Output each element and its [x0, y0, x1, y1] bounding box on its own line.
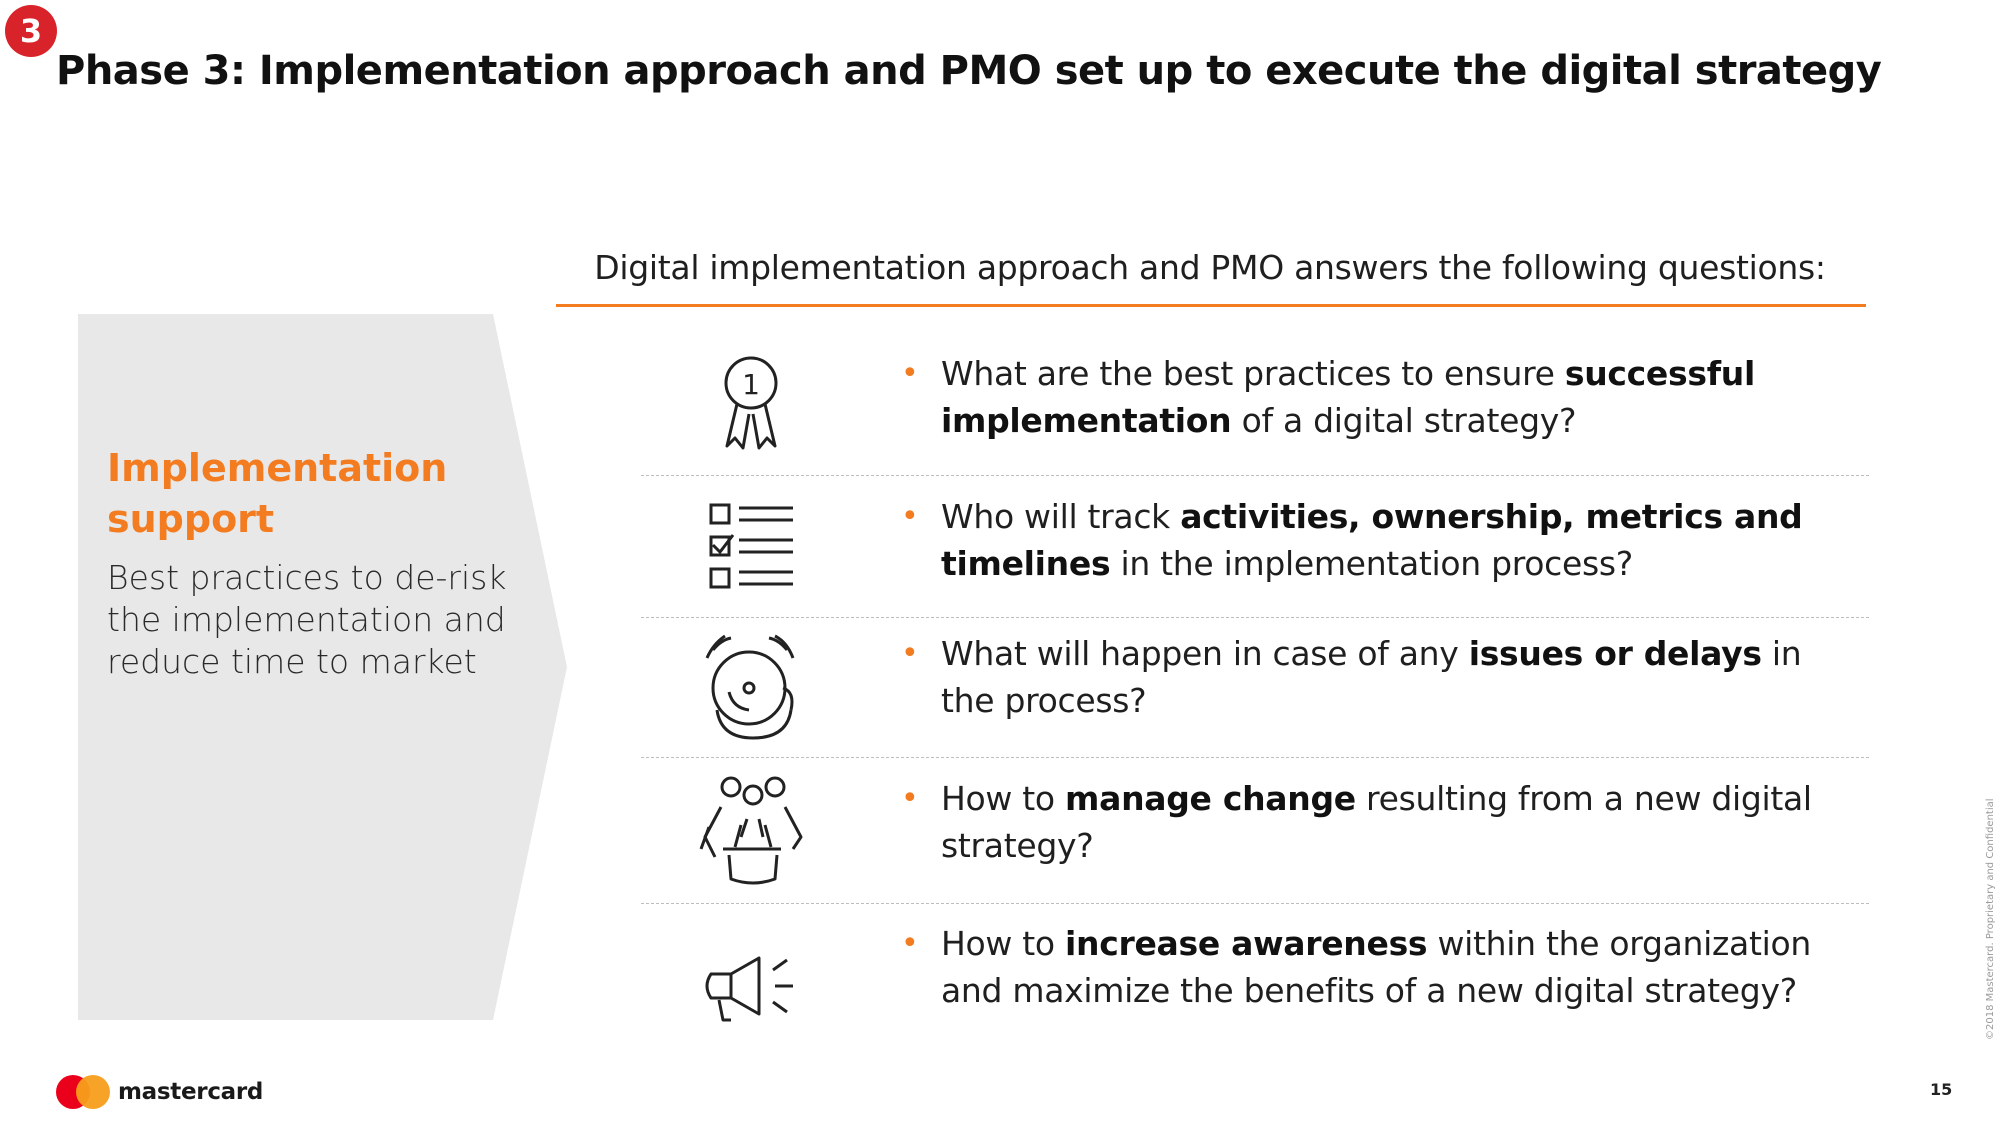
page-title: Phase 3: Implementation approach and PMO… [56, 48, 1882, 94]
mastercard-circles-icon [56, 1075, 110, 1109]
section-number-badge: 3 [5, 5, 57, 57]
left-panel-heading: Implementation support [107, 446, 448, 541]
row-divider [641, 903, 1869, 904]
panel-arrow-shape [78, 314, 567, 1020]
bullet: • [901, 356, 919, 391]
q5-part-2: increase awareness [1065, 924, 1428, 963]
q4-part-1: How to [941, 779, 1066, 818]
copyright-notice: ©2018 Mastercard. Proprietary and Confid… [1985, 798, 1996, 1040]
megaphone-icon [641, 950, 861, 1060]
q1-part-2: successful implementation [941, 354, 1755, 440]
q2-part-2: activities, ownership, metrics and timel… [941, 497, 1803, 583]
q1-part-1: What are the best practices to ensure [941, 354, 1565, 393]
question-4: • How to manage change resulting from a … [901, 775, 1861, 869]
q4-part-2: manage change [1065, 779, 1356, 818]
question-1: • What are the best practices to ensure … [901, 350, 1861, 444]
q4-part-3: resulting from a new digital strategy? [941, 779, 1812, 865]
row-divider [641, 475, 1869, 476]
team-meeting-icon [641, 775, 861, 885]
bullet: • [901, 926, 919, 961]
award-ribbon-icon: 1 [641, 350, 861, 460]
section-header: Digital implementation approach and PMO … [594, 248, 1826, 287]
question-2: • Who will track activities, ownership, … [901, 493, 1861, 587]
row-divider [641, 757, 1869, 758]
question-5: • How to increase awareness within the o… [901, 920, 1861, 1014]
bullet: • [901, 499, 919, 534]
page-number: 15 [1930, 1080, 1953, 1099]
q3-part-2: issues or delays [1468, 634, 1762, 673]
q5-part-1: How to [941, 924, 1066, 963]
checklist-icon [641, 493, 861, 603]
row-divider [641, 617, 1869, 618]
bullet: • [901, 781, 919, 816]
brand-name: mastercard [118, 1079, 264, 1105]
svg-text:1: 1 [742, 368, 760, 401]
q2-part-1: Who will track [941, 497, 1181, 536]
alarm-bell-icon [641, 630, 861, 740]
question-3: • What will happen in case of any issues… [901, 630, 1861, 724]
q3-part-1: What will happen in case of any [941, 634, 1469, 673]
mastercard-logo: mastercard [56, 1075, 263, 1109]
q3-part-3: in the process? [941, 634, 1802, 720]
bullet: • [901, 636, 919, 671]
header-divider [556, 304, 1866, 307]
q5-part-3: within the organization and maximize the… [941, 924, 1811, 1010]
left-panel-description: Best practices to de-risk the implementa… [107, 558, 507, 681]
left-panel [78, 314, 567, 1020]
q2-part-3: in the implementation process? [1110, 544, 1633, 583]
q1-part-3: of a digital strategy? [1231, 401, 1577, 440]
